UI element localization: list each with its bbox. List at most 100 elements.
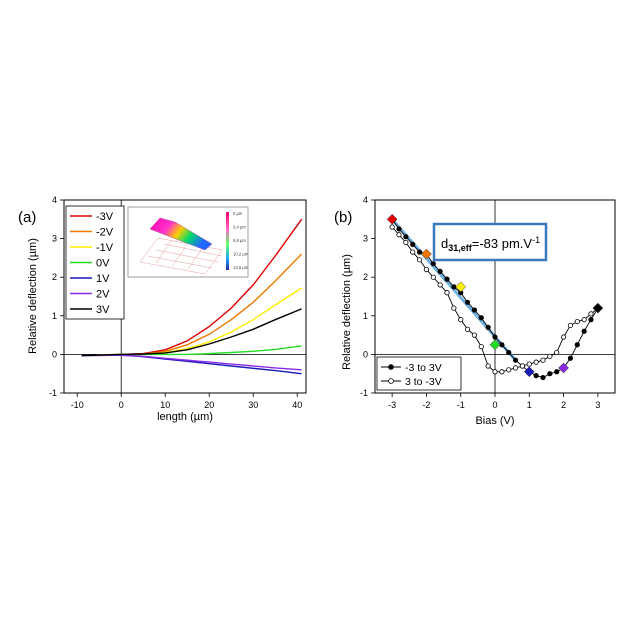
series-line-1V xyxy=(81,354,302,375)
x-tick-label: 0 xyxy=(119,400,124,410)
data-point xyxy=(506,367,512,373)
data-point xyxy=(512,365,519,371)
data-point xyxy=(403,234,409,240)
data-point xyxy=(547,353,553,359)
data-point xyxy=(506,349,512,356)
data-point xyxy=(526,361,532,367)
data-point xyxy=(574,318,580,325)
data-point xyxy=(567,355,574,361)
data-point xyxy=(410,249,416,255)
x-tick-label: 30 xyxy=(248,400,258,410)
panel-b-x-axis-label: Bias (V) xyxy=(475,415,514,427)
annotation-sup: -1 xyxy=(532,235,540,245)
legend-label: -1V xyxy=(96,242,114,254)
y-tick-label: 1 xyxy=(363,311,368,321)
data-point xyxy=(430,261,436,267)
highlight-diamond xyxy=(592,302,604,314)
colorbar-label: 3,4 µm xyxy=(233,225,246,230)
colorbar-label: 13,6 µm xyxy=(233,265,249,270)
data-point xyxy=(554,369,560,375)
data-point xyxy=(451,305,457,311)
data-point xyxy=(519,363,526,369)
data-point xyxy=(416,257,423,263)
panel-a-label: (a) xyxy=(18,209,36,226)
legend-label: 3V xyxy=(96,304,110,316)
data-point xyxy=(560,334,567,340)
annotation-sub: 31,eff xyxy=(448,243,473,253)
x-tick-label: -1 xyxy=(457,400,465,410)
x-tick-label: -3 xyxy=(388,400,396,410)
x-tick-label: 20 xyxy=(204,400,214,410)
data-point xyxy=(464,299,471,305)
series-line-2V xyxy=(81,354,302,371)
data-point xyxy=(423,266,430,273)
data-point xyxy=(512,357,519,363)
colorbar-label: 10,2 µm xyxy=(233,252,249,257)
colorbar-label: 6,8 µm xyxy=(233,238,246,243)
data-point xyxy=(485,363,491,369)
legend-label: -3 to 3V xyxy=(405,362,442,374)
legend-label: 3 to -3V xyxy=(405,376,442,388)
data-point xyxy=(540,357,546,363)
y-tick-label: 0 xyxy=(363,349,368,359)
panel-a-plot-frame xyxy=(63,199,307,394)
x-tick-label: 2 xyxy=(561,400,566,410)
data-point xyxy=(540,374,546,381)
panel-a-legend: -3V -2V -1V 0V 1V 2V 3V xyxy=(65,205,125,320)
y-tick-label: 4 xyxy=(363,195,368,205)
data-point xyxy=(444,276,450,282)
data-point xyxy=(396,226,402,232)
x-tick-label: -2 xyxy=(422,400,430,410)
legend-label: 0V xyxy=(96,258,110,270)
panel-a-y-axis-label: Relative deflection (µm) xyxy=(27,238,39,354)
data-point xyxy=(444,290,450,296)
x-tick-label: 0 xyxy=(492,400,497,410)
inset-colorbar xyxy=(226,212,229,270)
data-point xyxy=(547,371,553,377)
data-point xyxy=(403,239,409,246)
panel-b-highlight-markers xyxy=(386,213,604,378)
y-tick-label: 3 xyxy=(52,234,57,244)
y-tick-label: 1 xyxy=(52,311,57,321)
y-tick-label: 2 xyxy=(52,272,57,282)
highlight-diamond xyxy=(489,339,501,351)
y-tick-label: 0 xyxy=(52,349,57,359)
d31-annotation: d31,eff=-83 pm.V-1 xyxy=(432,222,548,262)
x-tick-label: 40 xyxy=(292,400,302,410)
series-line-3V xyxy=(81,308,302,357)
data-point xyxy=(492,369,498,375)
legend-marker xyxy=(388,364,394,370)
data-point xyxy=(581,317,587,323)
annotation-main: d xyxy=(441,236,448,251)
data-point xyxy=(410,241,416,247)
data-point xyxy=(389,224,395,230)
panel-b-legend: -3 to 3V 3 to -3V xyxy=(376,356,462,391)
highlight-diamond xyxy=(523,366,535,378)
data-point xyxy=(478,344,484,350)
data-point xyxy=(588,311,594,317)
highlight-diamond xyxy=(421,248,432,260)
highlight-diamond xyxy=(386,213,398,225)
highlight-diamond xyxy=(455,281,467,293)
x-tick-label: 10 xyxy=(160,400,170,410)
y-tick-label: -1 xyxy=(49,388,57,398)
data-point xyxy=(396,232,402,238)
y-tick-label: 4 xyxy=(52,195,57,205)
data-point xyxy=(485,324,491,330)
inset-surface xyxy=(149,217,213,251)
annotation-rest: =-83 pm.V xyxy=(472,236,533,251)
panel-b-y-axis-label: Relative deflection (µm) xyxy=(341,254,353,370)
x-tick-label: -10 xyxy=(71,400,84,410)
data-point xyxy=(492,334,498,340)
colorbar-label: 0 µm xyxy=(233,211,243,216)
data-point xyxy=(581,328,587,334)
legend-label: -2V xyxy=(96,227,114,239)
legend-marker xyxy=(388,378,394,384)
data-point xyxy=(567,322,574,329)
data-point xyxy=(416,249,423,255)
data-point xyxy=(478,315,484,321)
legend-label: 1V xyxy=(96,273,110,285)
data-point xyxy=(499,369,505,375)
